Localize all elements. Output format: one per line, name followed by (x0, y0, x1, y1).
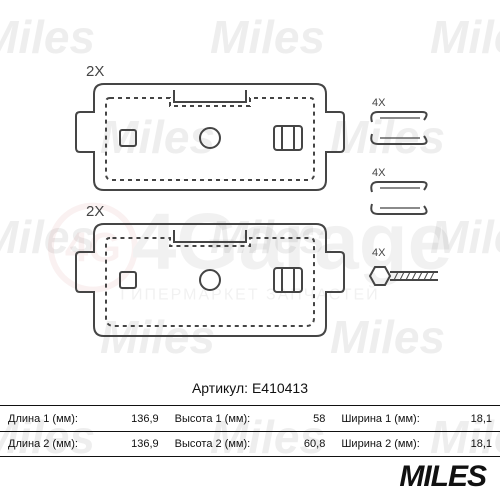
spec-value: 18,1 (471, 413, 492, 425)
spec-cell: Длина 2 (мм): 136,9 (0, 438, 167, 450)
clip-qty-2: 4X (372, 167, 386, 179)
article-value: E410413 (252, 380, 308, 396)
clip-qty: 4X (372, 97, 386, 109)
brand-logo: MILES (399, 460, 486, 494)
spec-value: 136,9 (131, 438, 159, 450)
spec-cell: Высота 1 (мм): 58 (167, 413, 334, 425)
spec-cell: Длина 1 (мм): 136,9 (0, 413, 167, 425)
spec-value: 18,1 (471, 438, 492, 450)
article-line: Артикул: E410413 (0, 380, 500, 396)
spec-value: 58 (313, 413, 325, 425)
spec-table: Длина 1 (мм): 136,9 Высота 1 (мм): 58 Ши… (0, 405, 500, 457)
pad-qty-1: 2X (86, 63, 104, 80)
bolt-qty: 4X (372, 247, 386, 259)
spec-value: 60,8 (304, 438, 325, 450)
spec-label: Ширина 1 (мм): (341, 413, 470, 425)
product-drawing: 2X 2X (50, 40, 450, 360)
spec-value: 136,9 (131, 413, 159, 425)
table-row: Длина 2 (мм): 136,9 Высота 2 (мм): 60,8 … (0, 431, 500, 456)
spec-label: Длина 1 (мм): (8, 413, 131, 425)
spec-cell: Высота 2 (мм): 60,8 (167, 438, 334, 450)
table-row: Длина 1 (мм): 136,9 Высота 1 (мм): 58 Ши… (0, 406, 500, 431)
spec-label: Высота 2 (мм): (175, 438, 304, 450)
spec-cell: Ширина 2 (мм): 18,1 (333, 438, 500, 450)
spec-label: Ширина 2 (мм): (341, 438, 470, 450)
spec-label: Длина 2 (мм): (8, 438, 131, 450)
article-label: Артикул: (192, 380, 248, 396)
spec-label: Высота 1 (мм): (175, 413, 313, 425)
pad-qty-2: 2X (86, 203, 104, 220)
spec-cell: Ширина 1 (мм): 18,1 (333, 413, 500, 425)
